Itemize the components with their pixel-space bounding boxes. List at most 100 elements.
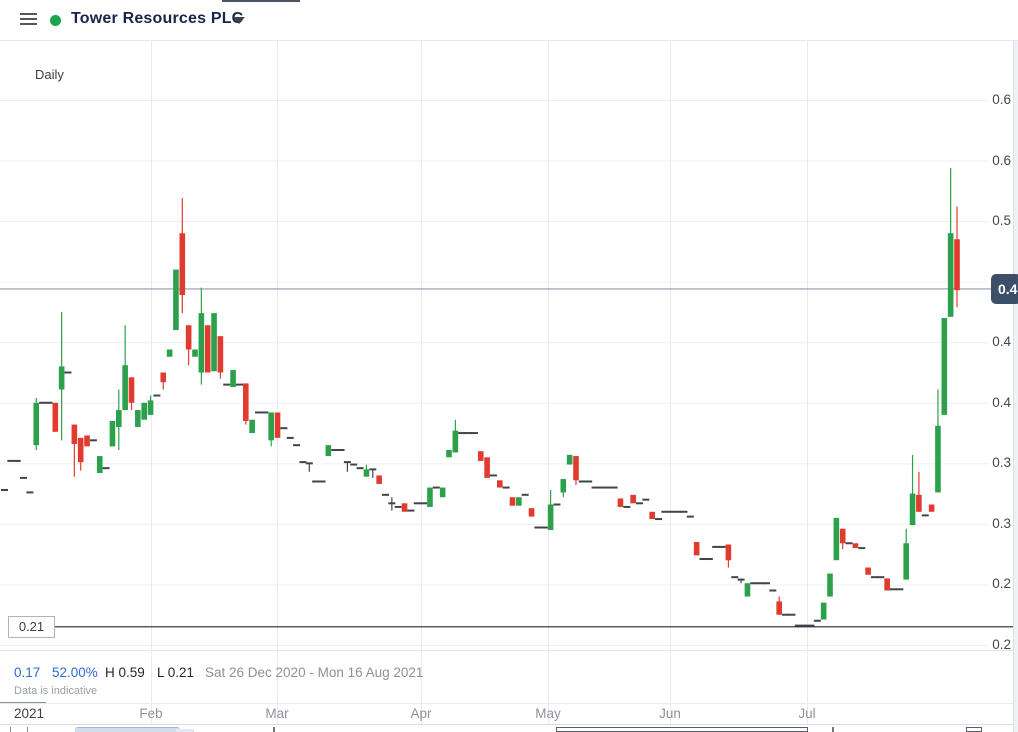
candle-body <box>128 377 135 403</box>
doji-candle <box>534 526 542 529</box>
candle-body <box>903 543 909 580</box>
candle-body <box>217 336 224 373</box>
candle-body <box>427 487 433 507</box>
doji-candle <box>705 558 713 561</box>
doji-candle <box>896 588 904 591</box>
candle-body <box>884 578 890 591</box>
candle-body <box>192 349 198 357</box>
x-axis-label-feb: Feb <box>139 706 163 721</box>
candle-body <box>230 370 236 388</box>
date-range: Sat 26 Dec 2020 - Mon 16 Aug 2021 <box>205 665 424 680</box>
doji-candle <box>540 526 548 529</box>
doji-candle <box>801 624 809 627</box>
candle-body <box>954 239 960 291</box>
scrubber-handle[interactable] <box>966 727 982 732</box>
candle-body <box>147 400 154 415</box>
app-header: Tower Resources PLC <box>0 0 1018 41</box>
candle-body <box>363 469 370 477</box>
y-axis-label: 0.4 <box>992 394 1011 410</box>
candle-body <box>573 456 579 481</box>
x-axis-label-jun: Jun <box>659 706 681 721</box>
candle-body <box>776 601 782 615</box>
candle-body <box>617 498 624 507</box>
timeframe-label[interactable]: Daily <box>35 67 64 82</box>
scrubber-selection[interactable] <box>556 727 808 732</box>
info-separator-line <box>0 703 1018 704</box>
doji-candle <box>674 510 682 513</box>
candle-body <box>947 233 954 317</box>
doji-candle <box>26 491 34 494</box>
candle-body <box>109 420 116 447</box>
doji-candle <box>420 502 428 505</box>
doji-candle <box>655 518 663 521</box>
y-axis-label: 0.3 <box>992 455 1011 471</box>
doji-candle <box>153 394 161 397</box>
doji-candle <box>661 510 669 513</box>
doji-candle <box>680 510 688 513</box>
doji-candle <box>432 486 440 489</box>
doji-candle <box>597 486 605 489</box>
candle-body <box>116 410 122 427</box>
change-value: 0.17 <box>14 665 41 680</box>
timeline-scrubber[interactable] <box>0 724 1018 732</box>
candle-body <box>725 544 732 561</box>
low-price-marker: 0.21 <box>8 616 55 638</box>
top-edge-highlight <box>222 0 300 2</box>
scrubber-mini-chart <box>176 729 194 732</box>
doji-candle <box>718 545 726 548</box>
doji-candle <box>39 401 47 404</box>
doji-candle <box>13 459 21 462</box>
y-axis-label: 0.5 <box>992 213 1011 229</box>
candle-body <box>179 233 186 295</box>
candle-body <box>516 497 522 506</box>
doji-candle <box>667 510 675 513</box>
doji-candle <box>712 545 720 548</box>
period-high: H 0.59 <box>105 665 145 680</box>
candle-body <box>935 425 941 493</box>
doji-candle <box>470 432 478 435</box>
chevron-down-icon[interactable] <box>233 17 245 24</box>
candle-body <box>204 325 211 373</box>
doji-candle <box>350 463 358 466</box>
candle-body <box>693 542 700 556</box>
candle-body <box>52 402 59 432</box>
doji-candle <box>731 576 739 579</box>
doji-candle <box>858 547 866 550</box>
doji-candle <box>794 624 802 627</box>
doji-candle <box>890 588 897 591</box>
candle-body <box>198 313 205 373</box>
doji-candle <box>489 474 497 477</box>
doji-candle <box>318 480 326 483</box>
candle-body <box>173 269 179 331</box>
candle-body <box>839 528 846 544</box>
doji-candle <box>782 613 790 616</box>
candle-body <box>211 313 217 372</box>
vertical-scrollbar[interactable] <box>1013 0 1018 732</box>
doji-candle <box>788 613 796 616</box>
doji-candle <box>464 432 472 435</box>
y-axis-label: 0.6 <box>992 92 1011 107</box>
candle-body <box>446 450 452 458</box>
candle-body <box>941 318 948 415</box>
doji-candle <box>737 578 745 581</box>
candle-body <box>928 504 935 512</box>
candle-body <box>509 497 516 506</box>
doji-candle <box>807 624 815 627</box>
candle-body <box>401 503 408 512</box>
doji-candle <box>813 619 821 622</box>
doji-candle <box>458 432 466 435</box>
y-axis-label: 0.2 <box>992 637 1011 652</box>
candle-body <box>916 494 922 512</box>
menu-icon[interactable] <box>20 13 37 27</box>
doji-candle <box>642 498 650 501</box>
candle-body <box>566 454 573 465</box>
candle-body <box>33 402 40 446</box>
doji-candle <box>413 502 421 505</box>
doji-candle <box>356 467 364 470</box>
candle-body <box>865 567 871 575</box>
y-axis-label: 0.6 <box>992 152 1011 168</box>
doji-candle <box>261 411 269 414</box>
info-separator-dark-segment <box>0 702 46 703</box>
